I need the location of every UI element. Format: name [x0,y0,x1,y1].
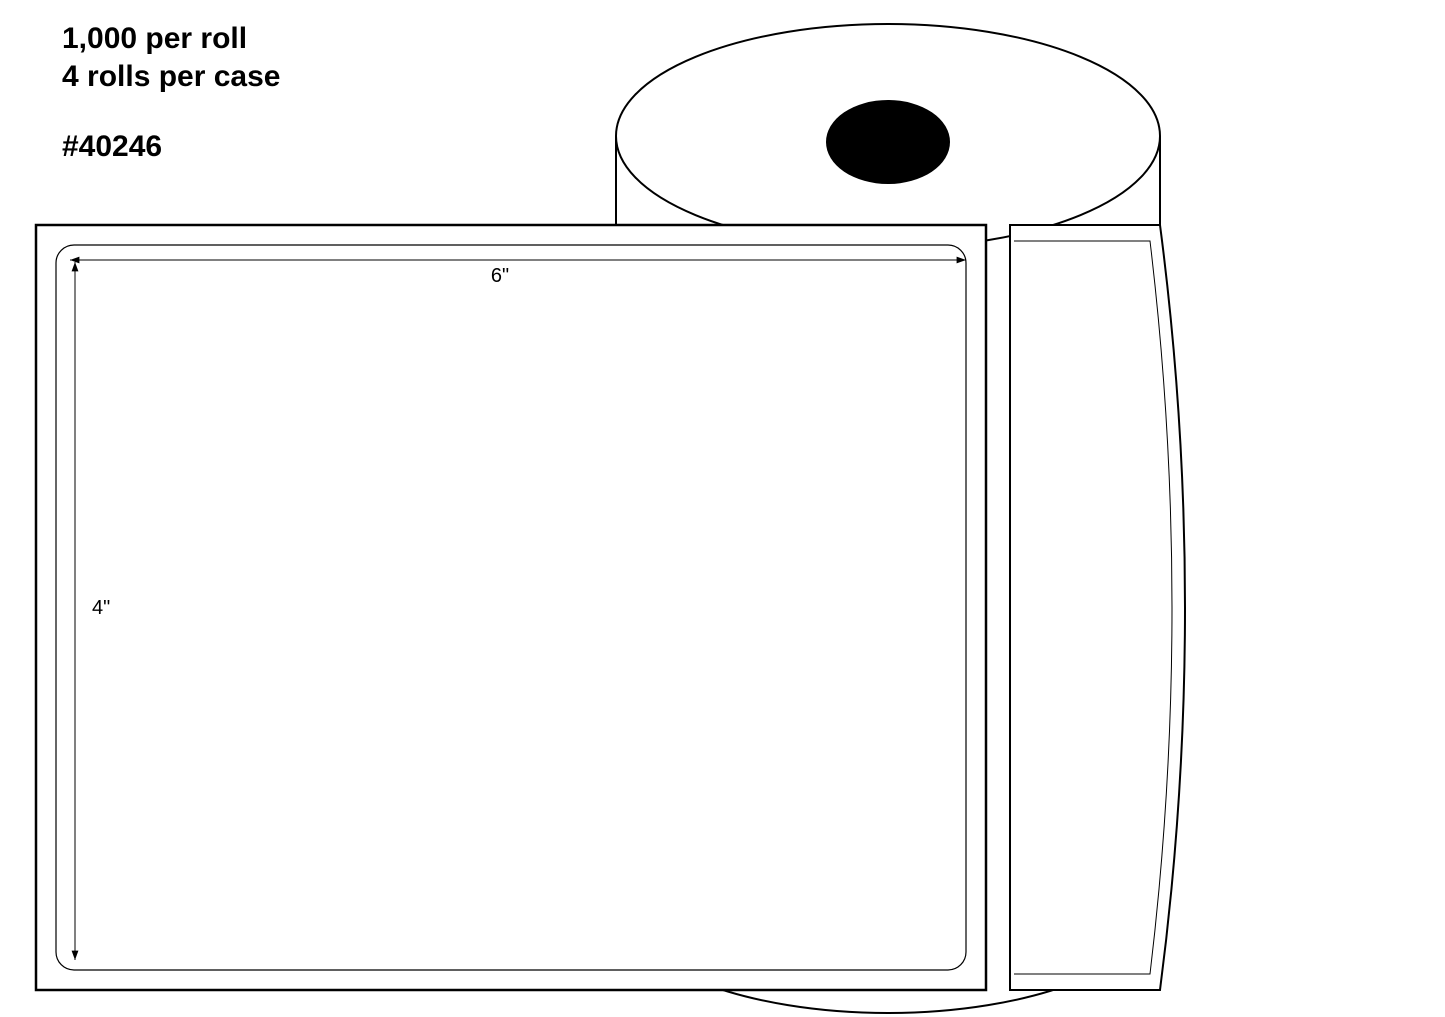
label-roll-diagram: 6" 4" [0,0,1445,1017]
next-label-outline [1010,225,1185,990]
width-dimension-label: 6" [491,265,509,287]
height-dimension-label: 4" [92,597,110,619]
label-sheet [36,225,986,990]
